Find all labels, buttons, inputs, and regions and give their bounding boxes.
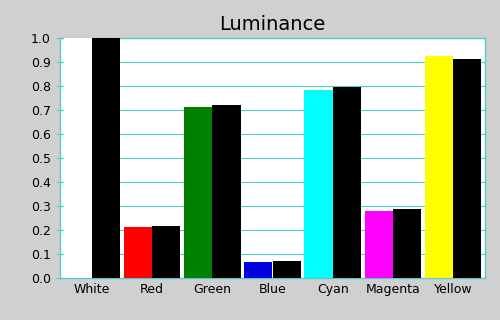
Bar [64, 38, 92, 278]
Bar [332, 87, 361, 278]
Bar [152, 226, 180, 278]
Bar [453, 59, 482, 278]
Title: Luminance: Luminance [220, 15, 326, 34]
Bar [92, 38, 120, 278]
Bar [244, 262, 272, 278]
Bar [212, 105, 240, 278]
Bar [364, 211, 393, 278]
Bar [425, 56, 453, 278]
Bar [124, 227, 152, 278]
Bar [304, 90, 332, 278]
Bar [393, 209, 421, 278]
Bar [184, 107, 212, 278]
Bar [272, 261, 301, 278]
